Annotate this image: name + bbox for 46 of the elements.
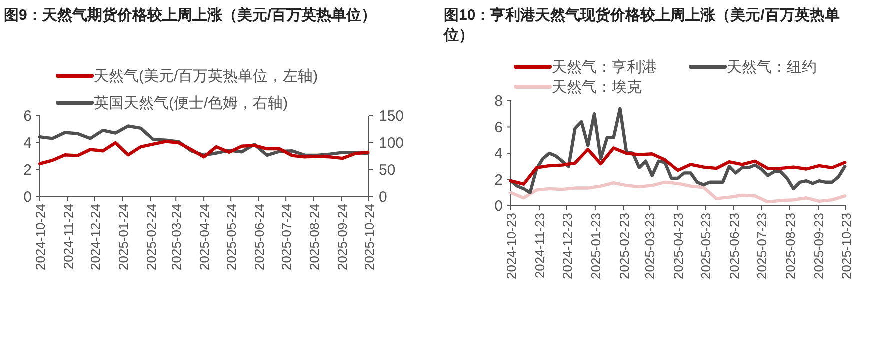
x-tick-label: 2025-09-23 <box>811 213 826 280</box>
x-tick-label: 2025-02-23 <box>616 213 632 280</box>
y-tick-label: 6 <box>494 119 503 136</box>
x-tick-label: 2025-04-24 <box>197 204 212 270</box>
x-tick-label: 2025-03-23 <box>642 213 658 280</box>
x-tick-label: 2025-01-24 <box>116 204 131 270</box>
x-tick-label: 2024-11-24 <box>60 204 76 270</box>
legend-label: 英国天然气(便士/色姆，右轴) <box>94 95 288 112</box>
legend-label: 天然气：埃克 <box>552 79 642 96</box>
x-tick-label: 2025-07-24 <box>279 204 294 270</box>
x-tick-label: 2025-09-24 <box>334 204 350 270</box>
x-tick-label: 2025-06-23 <box>727 213 742 280</box>
x-tick-label: 2025-08-24 <box>307 204 322 270</box>
chart-title: 图10：亨利港天然气现货价格较上周上涨（美元/百万英热单位） <box>444 6 841 46</box>
x-tick-label: 2024-11-23 <box>532 213 548 279</box>
x-tick-label: 2024-12-24 <box>88 204 103 270</box>
legend-label: 天然气：亨利港 <box>552 59 657 76</box>
y-tick-label: 2 <box>494 172 503 189</box>
y-tick-label: 8 <box>494 93 503 110</box>
y2-tick-label: 150 <box>379 108 404 125</box>
y2-tick-label: 100 <box>379 135 404 152</box>
x-tick-label: 2024-10-24 <box>33 204 48 270</box>
x-tick-label: 2025-07-23 <box>754 213 770 280</box>
legend-label: 天然气：纽约 <box>727 59 817 76</box>
y-tick-label: 6 <box>24 108 32 125</box>
y-tick-label: 0 <box>24 189 32 206</box>
x-tick-label: 2025-10-23 <box>839 213 854 280</box>
y-tick-label: 4 <box>24 135 32 152</box>
y-tick-label: 0 <box>494 198 503 215</box>
chart-title: 图9：天然气期货价格较上周上涨（美元/百万英热单位） <box>4 6 378 26</box>
x-tick-label: 2025-08-23 <box>783 213 798 280</box>
x-tick-label: 2025-06-24 <box>252 204 268 270</box>
x-tick-label: 2025-04-23 <box>671 213 686 280</box>
y2-tick-label: 0 <box>379 189 388 206</box>
y-tick-label: 4 <box>494 146 503 162</box>
y-tick-label: 2 <box>24 162 32 179</box>
y2-tick-label: 50 <box>379 162 396 179</box>
x-tick-label: 2025-10-24 <box>362 204 377 270</box>
x-tick-label: 2024-12-23 <box>560 213 575 280</box>
legend-label: 天然气(美元/百万英热单位，左轴) <box>94 68 318 85</box>
x-tick-label: 2024-10-23 <box>504 213 519 280</box>
x-tick-label: 2025-03-24 <box>169 204 184 270</box>
x-tick-label: 2025-01-23 <box>588 213 604 280</box>
x-tick-label: 2025-05-23 <box>698 213 714 280</box>
x-tick-label: 2025-02-24 <box>144 204 159 270</box>
x-tick-label: 2025-05-24 <box>224 204 240 270</box>
